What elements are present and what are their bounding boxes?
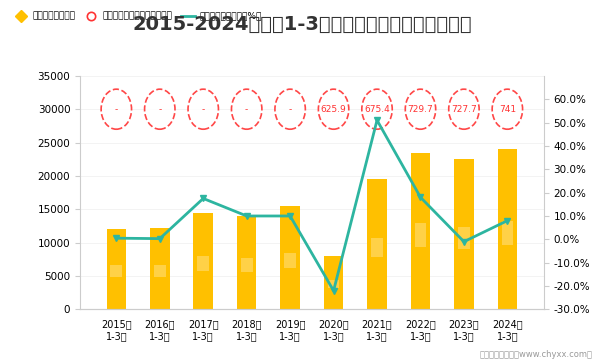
Text: 741: 741 xyxy=(499,105,516,114)
Text: 2015-2024年各年1-3月浙江省工业企业营收统计图: 2015-2024年各年1-3月浙江省工业企业营收统计图 xyxy=(132,15,473,33)
Ellipse shape xyxy=(145,89,175,129)
Text: -: - xyxy=(245,105,248,114)
Bar xyxy=(154,265,166,277)
Text: -: - xyxy=(201,105,205,114)
Text: -: - xyxy=(289,105,292,114)
Text: 727.7: 727.7 xyxy=(451,105,477,114)
Bar xyxy=(241,258,252,272)
Ellipse shape xyxy=(449,89,479,129)
Bar xyxy=(324,256,344,309)
Bar xyxy=(280,206,300,309)
Bar xyxy=(237,216,257,309)
Text: 625.9: 625.9 xyxy=(321,105,347,114)
Bar xyxy=(106,229,126,309)
Text: 729.7: 729.7 xyxy=(408,105,433,114)
Ellipse shape xyxy=(492,89,523,129)
Ellipse shape xyxy=(318,89,349,129)
Legend: 营业收入（亿元）, 平均用工人数累计值（万人）, 营业收入累计增长（%）: 营业收入（亿元）, 平均用工人数累计值（万人）, 营业收入累计增长（%） xyxy=(10,8,265,24)
Ellipse shape xyxy=(188,89,218,129)
Ellipse shape xyxy=(405,89,436,129)
Bar xyxy=(150,228,169,309)
Ellipse shape xyxy=(275,89,306,129)
Text: 制图：智研咨询（www.chyxx.com）: 制图：智研咨询（www.chyxx.com） xyxy=(480,350,593,359)
Ellipse shape xyxy=(362,89,392,129)
Bar xyxy=(111,265,122,277)
Ellipse shape xyxy=(232,89,262,129)
Text: -: - xyxy=(158,105,162,114)
Bar xyxy=(197,256,209,271)
Ellipse shape xyxy=(101,89,131,129)
Bar xyxy=(502,221,513,245)
Bar xyxy=(367,179,387,309)
Bar xyxy=(328,280,339,288)
Bar xyxy=(411,152,430,309)
Bar xyxy=(497,149,517,309)
Bar xyxy=(194,213,213,309)
Bar xyxy=(284,253,296,268)
Bar xyxy=(414,223,427,247)
Text: 675.4: 675.4 xyxy=(364,105,390,114)
Bar xyxy=(454,159,474,309)
Bar xyxy=(458,227,470,249)
Bar xyxy=(371,238,383,257)
Text: -: - xyxy=(115,105,118,114)
